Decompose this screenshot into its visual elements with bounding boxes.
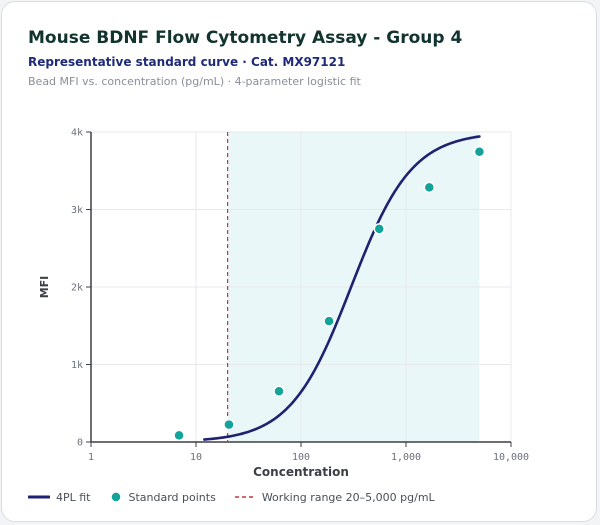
x-tick-label: 1,000 bbox=[391, 452, 421, 463]
point-swatch bbox=[109, 491, 122, 503]
x-ticks: 1 10 100 1,000 10,000 bbox=[88, 442, 529, 463]
y-tick-label: 3k bbox=[71, 205, 83, 216]
y-tick-label: 1k bbox=[71, 360, 83, 371]
standard-point bbox=[373, 223, 385, 235]
standard-point bbox=[323, 315, 335, 327]
standard-point bbox=[423, 181, 436, 194]
fit-curve bbox=[203, 135, 481, 441]
y-axis-label: MFI bbox=[38, 276, 51, 299]
legend-item-range: Working range 20–5,000 pg/mL bbox=[234, 491, 435, 504]
fit-line-swatch bbox=[28, 495, 50, 499]
legend-fit-label: 4PL fit bbox=[56, 490, 91, 504]
chart-subtitle: Representative standard curve · Cat. MX9… bbox=[28, 55, 346, 69]
x-tick-label: 1 bbox=[88, 452, 94, 463]
x-tick-label: 100 bbox=[292, 452, 310, 463]
y-tick-label: 4k bbox=[71, 128, 83, 139]
legend-points-label: Standard points bbox=[128, 490, 216, 504]
x-tick-label: 10,000 bbox=[493, 452, 529, 463]
chart-caption: Bead MFI vs. concentration (pg/mL) · 4-p… bbox=[28, 75, 361, 88]
x-tick-label: 10 bbox=[190, 452, 202, 463]
legend-item-fit: 4PL fit bbox=[28, 491, 91, 504]
y-tick-label: 0 bbox=[77, 438, 83, 449]
legend: 4PL fit Standard points Working range 20… bbox=[28, 490, 453, 504]
y-tick-label: 2k bbox=[71, 283, 83, 294]
x-axis-label: Concentration bbox=[253, 465, 349, 479]
standard-points bbox=[173, 146, 486, 442]
legend-item-points: Standard points bbox=[109, 490, 216, 504]
range-line-swatch bbox=[234, 496, 255, 498]
standard-point bbox=[273, 385, 285, 397]
standard-point bbox=[473, 146, 486, 158]
standard-point bbox=[223, 418, 235, 431]
legend-range-label: Working range 20–5,000 pg/mL bbox=[261, 490, 435, 504]
y-ticks: 0 1k 2k 3k 4k bbox=[71, 128, 91, 449]
chart-title: Mouse BDNF Flow Cytometry Assay - Group … bbox=[28, 28, 463, 48]
standard-point bbox=[173, 429, 185, 442]
